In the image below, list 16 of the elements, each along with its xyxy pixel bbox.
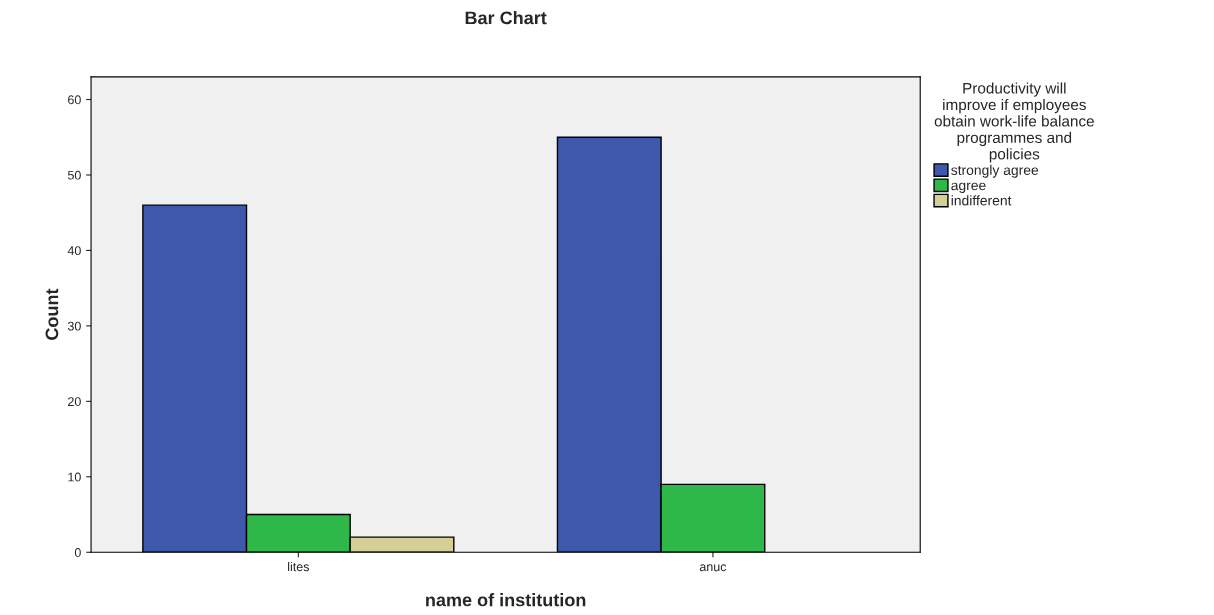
y-tick-label: 40: [67, 246, 81, 256]
y-axis-title: Count: [45, 288, 59, 340]
y-tick-label: 60: [68, 95, 81, 105]
x-tick-label: lites: [288, 561, 309, 572]
y-tick-label: 20: [68, 397, 81, 406]
chart-title: Bar Chart: [465, 11, 547, 25]
y-tick-label: 10: [68, 472, 81, 482]
legend-label: strongly agree: [951, 164, 1039, 178]
legend-title: Productivity will improve if employees obtain work-life balance programmes and policies: [934, 82, 1094, 163]
legend-label: agree: [951, 182, 986, 193]
x-tick-label: anuc: [699, 564, 727, 572]
legend-label: indifferent: [951, 195, 1012, 206]
x-axis-title: name of institution: [426, 593, 586, 607]
y-tick-label: 30: [67, 321, 81, 331]
y-tick-label: 0: [74, 548, 81, 557]
y-tick-label: 50: [67, 170, 81, 180]
